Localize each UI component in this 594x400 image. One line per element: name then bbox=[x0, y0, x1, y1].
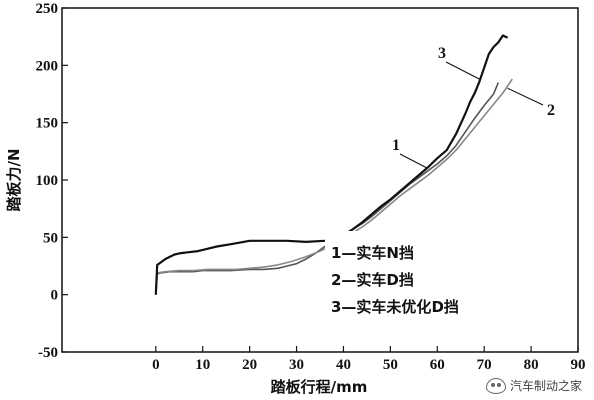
x-tick-label: 70 bbox=[477, 357, 492, 373]
y-tick-label: 100 bbox=[36, 173, 59, 189]
x-tick-label: 60 bbox=[430, 357, 445, 373]
watermark-text: 汽车制动之家 bbox=[509, 379, 582, 393]
y-tick-label: 50 bbox=[43, 230, 58, 246]
x-tick-label: 0 bbox=[152, 357, 160, 373]
callout-leader bbox=[399, 153, 429, 170]
callout-label: 2 bbox=[547, 102, 555, 119]
callout-label: 3 bbox=[438, 45, 446, 62]
x-tick-label: 50 bbox=[383, 357, 398, 373]
y-tick-label: 200 bbox=[36, 58, 59, 74]
legend-box bbox=[325, 231, 537, 331]
callout-leader bbox=[507, 87, 544, 106]
legend-entry: 1—实车N挡 bbox=[331, 244, 414, 262]
x-tick-label: 30 bbox=[289, 357, 304, 373]
watermark: 汽车制动之家 bbox=[485, 377, 582, 394]
y-tick-label: 150 bbox=[36, 116, 59, 132]
x-tick-label: 90 bbox=[571, 357, 586, 373]
series-line-3 bbox=[154, 34, 509, 295]
y-tick-label: 250 bbox=[36, 1, 59, 17]
legend-entry: 2—实车D挡 bbox=[331, 271, 414, 289]
x-tick-label: 10 bbox=[195, 357, 210, 373]
x-axis-title: 踏板行程/mm bbox=[271, 378, 368, 396]
axis-ticks: 0 10 20 30 40 50 60 70 80 90 -50 0 50 100 150 200 250 bbox=[36, 1, 586, 373]
x-tick-label: 20 bbox=[242, 357, 257, 373]
wechat-icon bbox=[485, 377, 506, 394]
series-line-2 bbox=[155, 78, 513, 295]
x-tick-label: 80 bbox=[524, 357, 539, 373]
legend: 1—实车N挡 2—实车D挡 3—实车未优化D挡 bbox=[325, 231, 537, 331]
y-axis-title: 踏板力/N bbox=[5, 148, 23, 211]
callout-leader bbox=[445, 61, 480, 80]
callout-layer: 1 2 3 bbox=[392, 45, 555, 170]
legend-entry: 3—实车未优化D挡 bbox=[331, 298, 459, 316]
y-tick-label: -50 bbox=[38, 345, 58, 361]
y-tick-label: 0 bbox=[51, 288, 59, 304]
callout-label: 1 bbox=[392, 137, 400, 154]
x-tick-label: 40 bbox=[336, 357, 351, 373]
